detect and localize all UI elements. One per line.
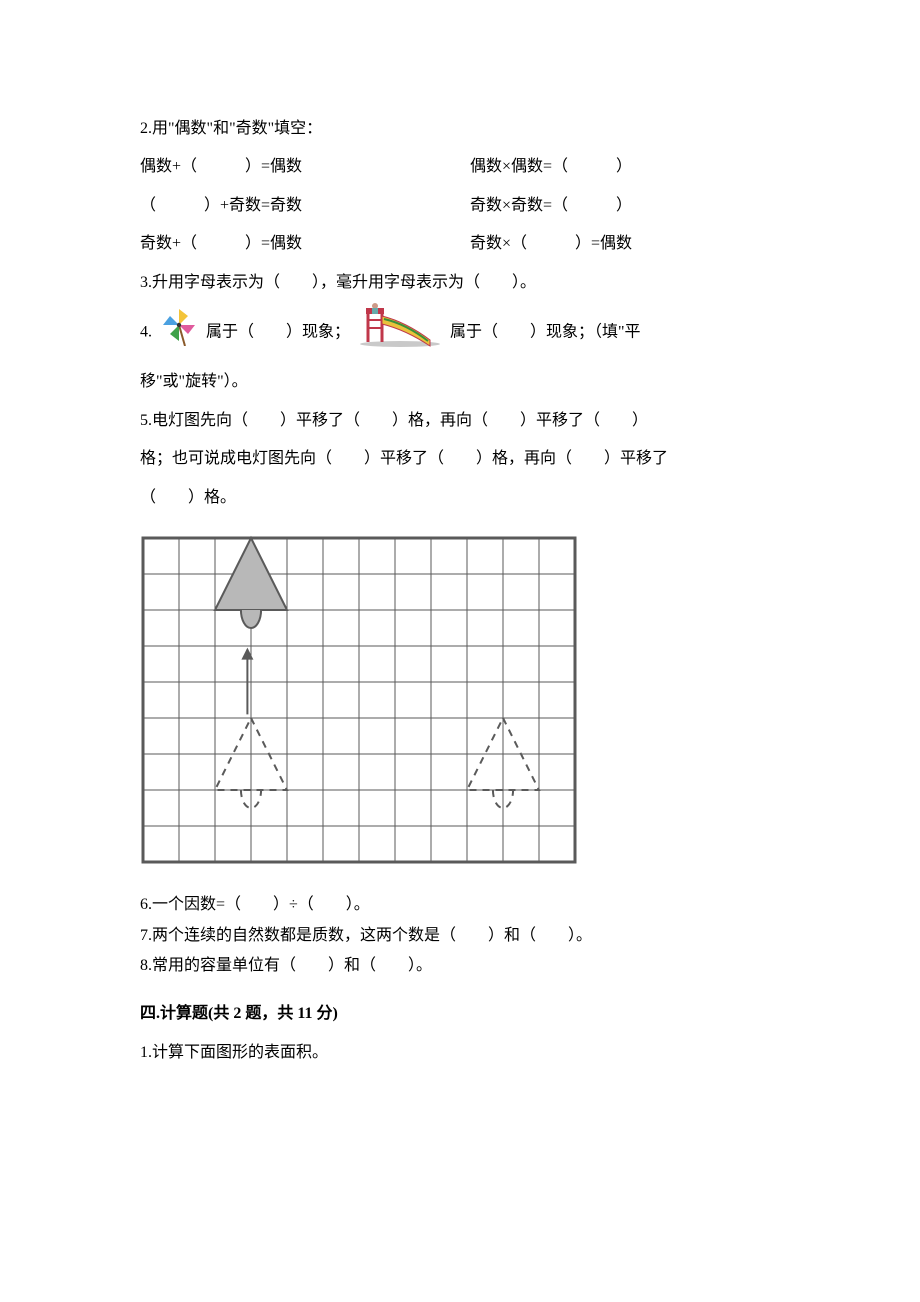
q5-line2: 格；也可说成电灯图先向（ ）平移了（ ）格，再向（ ）平移了: [140, 440, 790, 478]
q7-text: 7.两个连续的自然数都是质数，这两个数是（ ）和（ ）。: [140, 921, 790, 951]
q2-r2-left: （ ）+奇数=奇数: [140, 187, 470, 225]
q4-line1: 4. 属于（ ）现象； 属于（ ）现象；（填"平: [140, 302, 790, 363]
q4-part2: 属于（ ）现象；: [206, 323, 350, 340]
q2-row2: （ ）+奇数=奇数 奇数×奇数=（ ）: [140, 187, 790, 225]
q6-text: 6.一个因数=（ ）÷（ ）。: [140, 890, 790, 920]
q8-text: 8.常用的容量单位有（ ）和（ ）。: [140, 951, 790, 981]
lamp-grid-svg: [140, 535, 578, 865]
q2-r3-right: 奇数×（ ）=偶数: [470, 225, 790, 263]
q2-r1-right: 偶数×偶数=（ ）: [470, 148, 790, 186]
q2-r1-left: 偶数+（ ）=偶数: [140, 148, 470, 186]
sec4-q1: 1.计算下面图形的表面积。: [140, 1034, 790, 1072]
q2-r2-right: 奇数×奇数=（ ）: [470, 187, 790, 225]
q5-line3: （ ）格。: [140, 479, 790, 517]
q2-row3: 奇数+（ ）=偶数 奇数×（ ）=偶数: [140, 225, 790, 263]
q4-part3: 属于（ ）现象；（填"平: [450, 323, 641, 340]
q4-line2: 移"或"旋转"）。: [140, 363, 790, 401]
lamp-grid-figure: [140, 535, 790, 880]
q5-line1: 5.电灯图先向（ ）平移了（ ）格，再向（ ）平移了（ ）: [140, 402, 790, 440]
q2-r3-left: 奇数+（ ）=偶数: [140, 225, 470, 263]
q3-text: 3.升用字母表示为（ ），毫升用字母表示为（ ）。: [140, 264, 790, 302]
section4-title: 四.计算题(共 2 题，共 11 分): [140, 995, 790, 1033]
q2-prompt: 2.用"偶数"和"奇数"填空：: [140, 110, 790, 148]
q2-row1: 偶数+（ ）=偶数 偶数×偶数=（ ）: [140, 148, 790, 186]
pinwheel-icon: [158, 304, 200, 361]
slide-icon: [356, 302, 444, 363]
q4-prefix: 4.: [140, 323, 152, 340]
